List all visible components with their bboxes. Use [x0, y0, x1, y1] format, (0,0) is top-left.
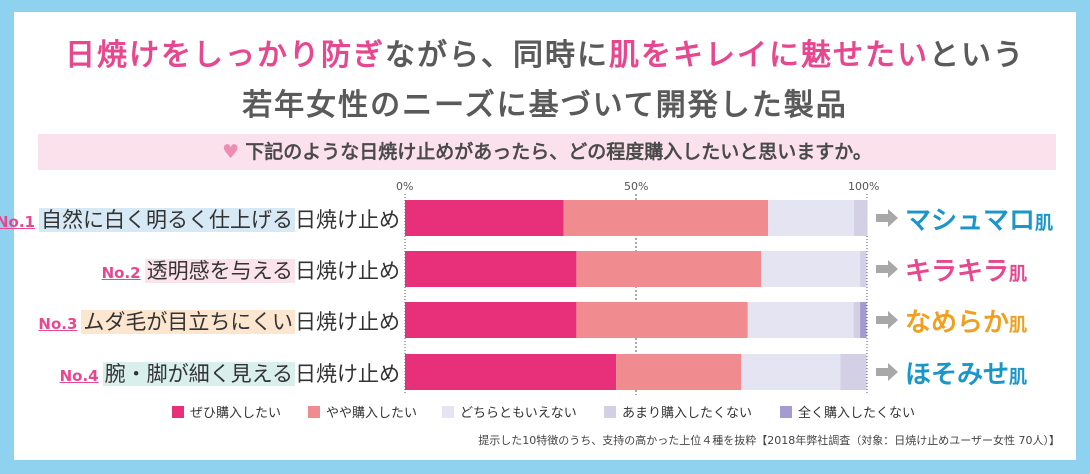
- feature-suffix: 日焼け止め: [295, 259, 400, 283]
- result-label-2: キラキラ肌: [905, 251, 1027, 288]
- rank-number: No.1: [0, 213, 35, 231]
- legend-item-2: やや購入したい: [308, 402, 417, 421]
- result-main: なめらか: [905, 308, 1010, 338]
- result-main: ほそみせ: [905, 360, 1010, 390]
- result-label-4: ほそみせ肌: [905, 354, 1027, 391]
- question-banner: ♥ 下記のような日焼け止めがあったら、どの程度購入したいと思いますか。: [38, 134, 1056, 170]
- legend-swatch: [308, 406, 320, 418]
- feature-highlight: 透明感を与える: [144, 259, 295, 283]
- legend-item-5: 全く購入したくない: [780, 402, 915, 421]
- headline-line-2: 若年女性のニーズに基づいて開発した製品: [242, 88, 848, 123]
- legend-label: ぜひ購入したい: [190, 406, 282, 421]
- result-main: マシュマロ: [905, 206, 1036, 236]
- tick-label-100: 100%: [848, 180, 880, 193]
- arrow-right-icon: [876, 311, 898, 329]
- legend-swatch: [172, 406, 184, 418]
- heart-icon: ♥: [222, 141, 240, 163]
- rank-number: No.3: [38, 315, 78, 333]
- feature-suffix: 日焼け止め: [295, 362, 400, 386]
- headline-line-1: 日焼けをしっかり防ぎながら、同時に肌をキレイに魅せたいという: [0, 30, 1090, 74]
- result-suffix: 肌: [1009, 264, 1028, 285]
- legend-item-3: どちらともいえない: [442, 402, 577, 421]
- feature-suffix: 日焼け止め: [295, 208, 400, 232]
- rank-number: No.2: [101, 264, 141, 282]
- legend-item-1: ぜひ購入したい: [172, 402, 281, 421]
- legend-label: どちらともいえない: [460, 406, 577, 421]
- rank-number: No.4: [59, 367, 99, 385]
- row-label-3: No.3 ムダ毛が目立ちにくい日焼け止め: [38, 306, 400, 336]
- legend-label: やや購入したい: [326, 406, 418, 421]
- arrow-right-icon: [876, 209, 898, 227]
- legend-swatch: [442, 406, 454, 418]
- feature-highlight: 腕・脚が細く見える: [102, 362, 295, 386]
- tick-label-50: 50%: [624, 180, 649, 193]
- legend-item-4: あまり購入したくない: [604, 402, 752, 421]
- result-suffix: 肌: [1009, 315, 1028, 336]
- footnote: 提示した10特徴のうち、支持の高かった上位４種を抜粋【2018年弊社調査（対象：…: [478, 434, 1060, 447]
- feature-highlight: ムダ毛が目立ちにくい: [81, 310, 295, 334]
- headline-pink-1: 日焼けをしっかり防ぎ: [65, 38, 385, 73]
- arrow-right-icon: [876, 260, 898, 278]
- row-label-4: No.4 腕・脚が細く見える日焼け止め: [60, 358, 400, 388]
- tick-label-0: 0%: [396, 180, 414, 193]
- headline-gray-1: ながら、同時に: [385, 38, 609, 73]
- result-suffix: 肌: [1009, 367, 1028, 388]
- row-label-2: No.2 透明感を与える日焼け止め: [102, 255, 400, 285]
- legend-label: 全く購入したくない: [798, 406, 916, 421]
- legend-label: あまり購入したくない: [622, 406, 753, 421]
- result-main: キラキラ: [905, 257, 1010, 287]
- result-suffix: 肌: [1035, 213, 1054, 234]
- legend-swatch: [604, 406, 616, 418]
- feature-highlight: 自然に白く明るく仕上げる: [39, 208, 295, 232]
- headline-pink-2: 肌をキレイに魅せたい: [609, 38, 929, 73]
- row-label-1: No.1 自然に白く明るく仕上げる日焼け止め: [0, 204, 400, 234]
- result-label-1: マシュマロ肌: [905, 200, 1053, 237]
- question-text: 下記のような日焼け止めがあったら、どの程度購入したいと思いますか。: [245, 141, 872, 163]
- legend-swatch: [780, 406, 792, 418]
- headline-gray-2: という: [929, 38, 1025, 73]
- result-label-3: なめらか肌: [905, 302, 1027, 339]
- arrow-right-icon: [876, 363, 898, 381]
- feature-suffix: 日焼け止め: [295, 310, 400, 334]
